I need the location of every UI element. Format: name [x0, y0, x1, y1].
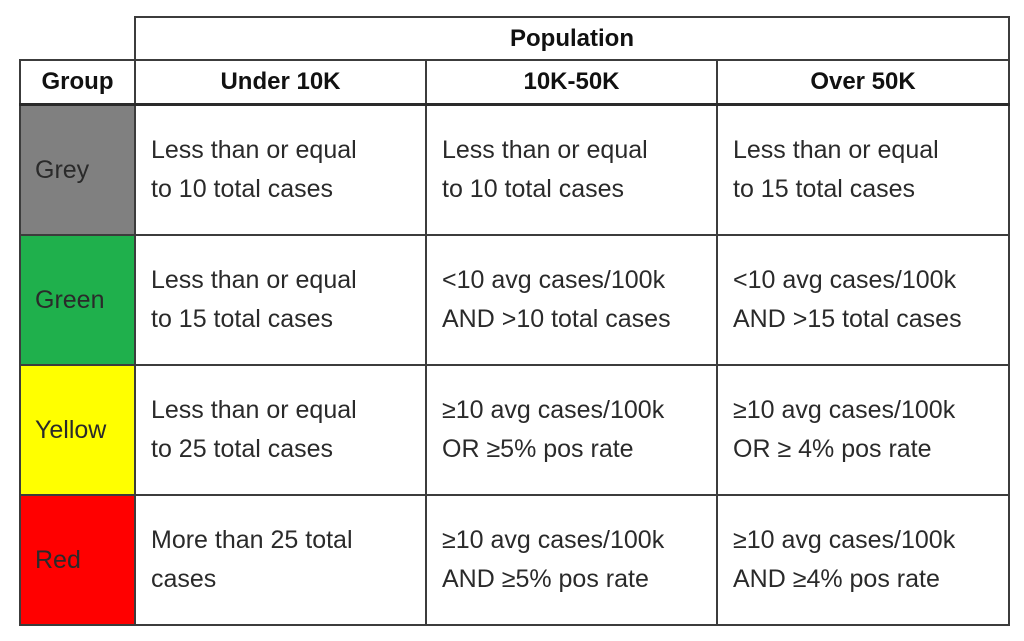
rule-cell: <10 avg cases/100k AND >15 total cases: [715, 234, 1011, 366]
group-cell-red: Red: [19, 494, 136, 626]
rule-cell: Less than or equal to 25 total cases: [134, 364, 427, 496]
rule-line: AND ≥4% pos rate: [733, 565, 940, 593]
rule-cell: Less than or equal to 10 total cases: [134, 103, 427, 236]
column-header-group: Group: [19, 59, 136, 106]
table-row-green: Green Less than or equal to 15 total case…: [19, 234, 1011, 366]
population-label: Population: [133, 16, 1011, 61]
rule-line: OR ≥5% pos rate: [442, 435, 634, 463]
rule-cell: Less than or equal to 15 total cases: [715, 103, 1011, 236]
rule-line: ≥10 avg cases/100k: [733, 396, 956, 424]
group-criteria-table: Population Group Under 10K 10K-50K Over …: [19, 16, 1011, 626]
group-cell-green: Green: [19, 234, 136, 366]
population-header-row: Population: [19, 16, 1011, 61]
rule-line: ≥10 avg cases/100k: [442, 526, 665, 554]
rule-line: <10 avg cases/100k: [733, 266, 957, 294]
rule-cell: ≥10 avg cases/100k OR ≥5% pos rate: [425, 364, 718, 496]
rule-cell: Less than or equal to 15 total cases: [134, 234, 427, 366]
rule-line: Less than or equal: [151, 136, 357, 164]
column-header-row: Group Under 10K 10K-50K Over 50K: [19, 59, 1011, 106]
table-row-grey: Grey Less than or equal to 10 total cases…: [19, 103, 1011, 236]
column-header-under-10k: Under 10K: [134, 59, 427, 106]
blank-corner-cell: [19, 16, 136, 61]
column-header-over-50k: Over 50K: [715, 59, 1011, 106]
rule-line: cases: [151, 565, 217, 593]
rule-line: More than 25 total: [151, 526, 353, 554]
group-cell-yellow: Yellow: [19, 364, 136, 496]
group-cell-grey: Grey: [19, 103, 136, 236]
rule-cell: ≥10 avg cases/100k OR ≥ 4% pos rate: [715, 364, 1011, 496]
rule-line: to 15 total cases: [151, 305, 334, 333]
rule-line: to 15 total cases: [733, 175, 916, 203]
rule-line: <10 avg cases/100k: [442, 266, 666, 294]
rule-line: Less than or equal: [151, 266, 357, 294]
rule-line: to 10 total cases: [442, 175, 625, 203]
table-row-yellow: Yellow Less than or equal to 25 total cas…: [19, 364, 1011, 496]
rule-line: ≥10 avg cases/100k: [733, 526, 956, 554]
rule-line: to 25 total cases: [151, 435, 334, 463]
rule-line: AND >15 total cases: [733, 305, 962, 333]
rule-line: Less than or equal: [733, 136, 939, 164]
rule-cell: Less than or equal to 10 total cases: [425, 103, 718, 236]
rule-line: Less than or equal: [151, 396, 357, 424]
column-header-10k-50k: 10K-50K: [425, 59, 718, 106]
rule-cell: More than 25 total cases: [134, 494, 427, 626]
rule-line: AND >10 total cases: [442, 305, 671, 333]
rule-cell: ≥10 avg cases/100k AND ≥5% pos rate: [425, 494, 718, 626]
rule-line: AND ≥5% pos rate: [442, 565, 649, 593]
rule-line: to 10 total cases: [151, 175, 334, 203]
rule-cell: <10 avg cases/100k AND >10 total cases: [425, 234, 718, 366]
rule-cell: ≥10 avg cases/100k AND ≥4% pos rate: [715, 494, 1011, 626]
table-row-red: Red More than 25 total cases ≥10 avg case…: [19, 494, 1011, 626]
rule-line: ≥10 avg cases/100k: [442, 396, 665, 424]
rule-line: OR ≥ 4% pos rate: [733, 435, 932, 463]
rule-line: Less than or equal: [442, 136, 648, 164]
